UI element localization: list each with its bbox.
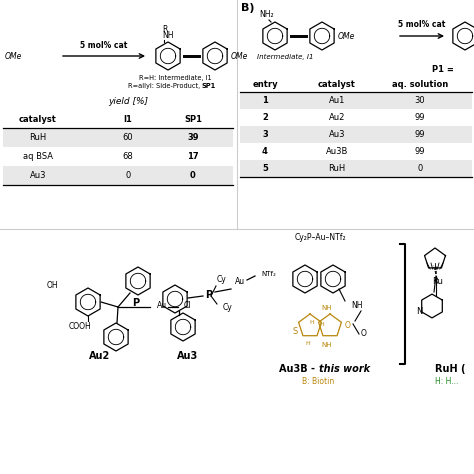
Text: Au: Au (157, 301, 167, 310)
Text: 0: 0 (418, 164, 423, 173)
Text: Cy: Cy (217, 275, 227, 284)
Text: OMe: OMe (231, 52, 248, 61)
Text: S: S (292, 327, 298, 336)
Text: catalyst: catalyst (19, 115, 57, 124)
Text: O: O (345, 321, 351, 330)
Text: R: R (162, 25, 168, 34)
Text: H: H (319, 321, 324, 327)
Bar (3, 147, 233, 166)
Text: NH: NH (351, 301, 363, 310)
Text: I1: I1 (124, 115, 132, 124)
Text: 4: 4 (262, 147, 268, 156)
Text: yield [%]: yield [%] (108, 97, 148, 106)
Text: 39: 39 (187, 133, 199, 142)
Bar (3, 128, 233, 147)
Text: SP1: SP1 (202, 83, 216, 89)
Text: 0: 0 (126, 171, 131, 180)
Text: H: H...: H: H... (435, 376, 458, 385)
Text: OMe: OMe (338, 31, 356, 40)
Text: NTf₂: NTf₂ (261, 271, 276, 277)
Text: NH: NH (162, 31, 174, 40)
Bar (240, 126, 472, 143)
Text: Au: Au (235, 277, 245, 286)
Text: RuH (: RuH ( (435, 364, 465, 374)
Text: Au3B: Au3B (326, 147, 348, 156)
Text: catalyst: catalyst (318, 80, 356, 89)
Text: OH: OH (46, 281, 58, 290)
Text: NH: NH (322, 305, 332, 311)
Text: 0: 0 (190, 171, 196, 180)
Text: 99: 99 (415, 130, 425, 139)
Text: Au1: Au1 (329, 96, 345, 105)
Text: 17: 17 (187, 152, 199, 161)
Text: NH₂: NH₂ (260, 10, 274, 19)
Text: Cy₂P–Au–NTf₂: Cy₂P–Au–NTf₂ (294, 233, 346, 241)
Text: Au3: Au3 (329, 130, 345, 139)
Text: N: N (416, 307, 422, 316)
Bar (240, 109, 472, 126)
Text: 60: 60 (123, 133, 133, 142)
Text: RuH: RuH (328, 164, 346, 173)
Bar (240, 92, 472, 109)
Bar (3, 166, 233, 185)
Text: R=H: Intermediate, I1: R=H: Intermediate, I1 (139, 75, 211, 81)
Text: B): B) (241, 3, 255, 13)
Text: RuH: RuH (29, 133, 46, 142)
Text: H: H (306, 341, 310, 346)
Text: Au3: Au3 (30, 171, 46, 180)
Text: Cl: Cl (184, 301, 191, 310)
Text: NH: NH (322, 342, 332, 348)
Text: this work: this work (319, 364, 370, 374)
Bar (240, 143, 472, 160)
Text: OMe: OMe (5, 52, 22, 61)
Text: 68: 68 (123, 152, 133, 161)
Text: Au2: Au2 (90, 351, 110, 361)
Text: 1: 1 (262, 96, 268, 105)
Text: Au3B -: Au3B - (279, 364, 318, 374)
Text: 5 mol% cat: 5 mol% cat (398, 20, 446, 29)
Text: P1 =: P1 = (432, 64, 454, 73)
Text: SP1: SP1 (184, 115, 202, 124)
Text: 99: 99 (415, 147, 425, 156)
Text: 2: 2 (262, 113, 268, 122)
Text: P: P (132, 298, 139, 308)
Text: O: O (361, 329, 367, 338)
Text: entry: entry (252, 80, 278, 89)
Text: COOH: COOH (69, 322, 92, 331)
Text: P: P (205, 290, 212, 300)
Text: 5 mol% cat: 5 mol% cat (80, 41, 128, 50)
Bar (240, 160, 472, 177)
Text: Ru: Ru (433, 276, 444, 285)
Text: 30: 30 (415, 96, 425, 105)
Text: Au3: Au3 (177, 351, 199, 361)
Text: B: Biotin: B: Biotin (302, 376, 334, 385)
Text: 3: 3 (262, 130, 268, 139)
Text: aq BSA: aq BSA (23, 152, 53, 161)
Text: aq. solution: aq. solution (392, 80, 448, 89)
Text: R=allyl: Side-Product,: R=allyl: Side-Product, (128, 83, 202, 89)
Text: 5: 5 (262, 164, 268, 173)
Text: Au2: Au2 (329, 113, 345, 122)
Text: Cy: Cy (223, 303, 233, 312)
Text: H: H (310, 320, 314, 326)
Text: Intermediate, I1: Intermediate, I1 (257, 54, 313, 60)
Text: 99: 99 (415, 113, 425, 122)
